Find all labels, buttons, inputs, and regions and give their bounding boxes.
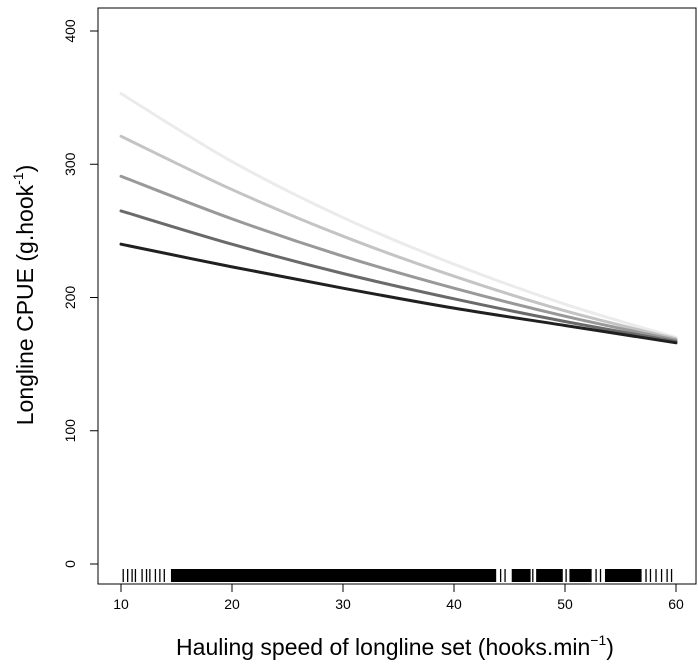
y-tick-label: 300 [62,152,78,176]
rug-band [536,569,563,582]
y-tick-label: 0 [62,560,78,568]
x-tick-label: 40 [446,596,462,612]
x-tick-label: 10 [113,596,129,612]
x-tick-label: 30 [335,596,351,612]
x-axis-title-sup: −1 [590,632,606,648]
x-axis-title-main: Hauling speed of longline set (hooks.min [176,634,590,660]
y-tick-label: 400 [62,19,78,43]
x-tick-label: 50 [557,596,573,612]
rug-band [569,569,592,582]
series-layer [119,92,678,345]
y-axis-title: Longline CPUE (g.hook-1) [10,165,38,426]
series-line-5 [119,242,678,345]
x-axis-title: Hauling speed of longline set (hooks.min… [176,632,614,660]
y-axis: 0 100 200 300 400 [62,19,99,568]
y-axis-title-main: Longline CPUE (g.hook [12,184,38,425]
y-axis-title-sup: -1 [10,172,26,185]
rug-layer [122,569,673,582]
rug-band [170,569,497,582]
rug-band [511,569,531,582]
y-tick-label: 200 [62,286,78,310]
y-tick-label: 100 [62,419,78,443]
y-axis-title-close: ) [12,165,38,173]
series-line-2 [119,134,678,341]
series-line-4 [119,209,678,343]
x-axis: 10 20 30 40 50 60 [113,583,684,612]
rug-band [604,569,642,582]
series-line-3 [119,174,678,342]
x-tick-label: 20 [224,596,240,612]
series-line-1 [119,92,678,339]
x-axis-title-close: ) [606,634,614,660]
x-tick-label: 60 [668,596,684,612]
plot-frame [97,7,697,585]
